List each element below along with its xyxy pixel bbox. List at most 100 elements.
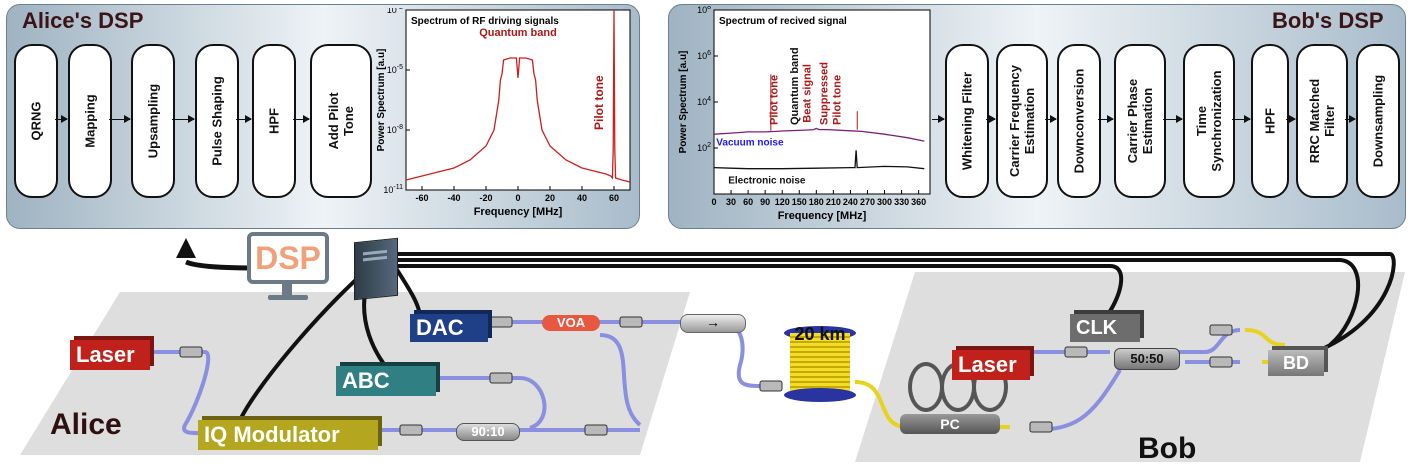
annotation-vacuum-noise: Vacuum noise [716, 138, 784, 149]
bob-block-carrier-frequency-estimation: Carrier Frequency Estimation [996, 44, 1048, 198]
alice-dsp-title: Alice's DSP [22, 8, 144, 33]
bob-arrow [1163, 115, 1183, 123]
bob-arrow [1286, 115, 1296, 123]
x-tick-label: 150 [792, 197, 807, 207]
annotation-pilot-tone: Pilot tone [769, 75, 781, 125]
y-tick-label: 10-11 [383, 184, 403, 195]
bob-block-whitening-filter: Whitening Filter [945, 44, 989, 198]
y-axis-label: Power Spectrum [a.u] [376, 49, 387, 152]
alice-block-pulse-shaping: Pulse Shaping [195, 44, 239, 198]
x-tick-label: 20 [545, 193, 555, 203]
dsp-monitor-stand [282, 284, 292, 296]
bob-block-label: Downconversion [1071, 68, 1087, 174]
x-tick-label: -60 [415, 193, 428, 203]
alice-arrow [293, 115, 310, 123]
alice-block-mapping: Mapping [68, 44, 112, 198]
plot-area [713, 9, 931, 195]
bob-arrow [932, 115, 945, 123]
bob-block-carrier-phase-estimation: Carrier Phase Estimation [1114, 44, 1166, 198]
alice-arrow [109, 115, 131, 123]
x-axis-label: Frequency [MHz] [474, 206, 563, 218]
x-tick-label: 0 [515, 193, 520, 203]
bob-block-downconversion: Downconversion [1057, 44, 1101, 198]
alice-arrow [236, 115, 252, 123]
alice-block-upsampling: Upsampling [131, 44, 175, 198]
annotation-suppressed-pilot-tone: SuppressedPilot tone [819, 62, 844, 125]
bob-arrow [1345, 115, 1356, 123]
y-tick-label: 102 [697, 142, 711, 153]
alice-block-label: QRNG [28, 101, 44, 141]
bob-label: Bob [1138, 432, 1197, 465]
bob-block-time-synchronization: Time Synchronization [1183, 44, 1235, 198]
bob-block-label: RRC Matched Filter [1307, 78, 1337, 164]
dsp-arrow-head [176, 238, 196, 258]
annotation-quantum-band: Quantum band [479, 27, 557, 39]
y-tick-label: 104 [697, 96, 711, 107]
chart-title: Spectrum of RF driving signals [411, 16, 559, 27]
bob-block-label: Time Synchronization [1194, 70, 1224, 172]
bob-block-label: HPF [1262, 108, 1278, 134]
x-tick-label: 30 [726, 197, 736, 207]
x-tick-label: 240 [843, 197, 858, 207]
alice-block-add-pilot-tone: Add Pilot Tone [310, 44, 372, 198]
series-line-0 [405, 9, 631, 183]
alice-block-qrng: QRNG [14, 44, 58, 198]
bob-spectrum-chart: 0 30 60 90 120 150 180 210 240 270 300 330 360 102 104… [678, 6, 931, 222]
fiber-length-label: 20 km [794, 324, 846, 344]
bob-block-downsampling: Downsampling [1356, 44, 1400, 198]
bob-block-label: Carrier Phase Estimation [1125, 78, 1155, 164]
x-tick-label: 120 [775, 197, 790, 207]
dsp-monitor: DSP [247, 232, 329, 284]
bob-arrow [1098, 115, 1114, 123]
voa-attenuator: VOA [542, 315, 600, 331]
x-tick-label: 40 [577, 193, 587, 203]
coupler-50-50: 50:50 [1114, 348, 1180, 370]
polarization-controller: PC [900, 414, 1000, 434]
series-line-1 [713, 150, 925, 170]
dsp-monitor-base [268, 295, 308, 300]
series-line-0 [713, 127, 925, 142]
y-axis-label: Power Spectrum [a.u] [678, 51, 689, 154]
annotation-electronic-noise: Electronic noise [728, 176, 806, 187]
y-tick-label: 10-5 [387, 64, 403, 75]
bob-block-label: Carrier Frequency Estimation [1007, 65, 1037, 177]
x-tick-label: 180 [809, 197, 824, 207]
x-tick-label: 330 [894, 197, 909, 207]
abc-module: ABC [336, 366, 436, 396]
bob-block-label: Downsampling [1370, 74, 1386, 168]
bob-arrow [1232, 115, 1251, 123]
plot-area [405, 9, 631, 191]
isolator: → [680, 314, 746, 333]
alice-block-label: Upsampling [145, 83, 161, 159]
x-tick-label: 210 [826, 197, 841, 207]
bob-arrow [986, 115, 996, 123]
alice-spectrum-chart: -60 -40 -20 0 20 40 60 10-2 10-5 10-8 10-11 Spectru… [376, 8, 631, 218]
iq-modulator: IQ Modulator [198, 420, 378, 450]
alice-block-hpf: HPF [252, 44, 296, 198]
fiber-spool [784, 326, 856, 402]
x-tick-label: -20 [479, 193, 492, 203]
y-tick-label: 106 [697, 50, 711, 61]
alice-block-label: Add Pilot Tone [326, 92, 356, 150]
y-tick-label: 10-2 [387, 8, 403, 15]
x-tick-label: 0 [711, 197, 716, 207]
annotation-quantum-band: Quantum band [789, 47, 801, 125]
alice-arrow [55, 115, 68, 123]
computer-tower [354, 237, 398, 301]
x-tick-label: 270 [860, 197, 875, 207]
bob-dsp-title: Bob's DSP [1272, 8, 1384, 33]
bob-arrow [1045, 115, 1057, 123]
dsp-monitor-label: DSP [255, 240, 321, 276]
x-tick-label: 90 [760, 197, 770, 207]
bob-block-hpf: HPF [1251, 44, 1289, 198]
clk-module: CLK [1070, 314, 1140, 342]
coupler-90-10: 90:10 [456, 423, 520, 441]
y-tick-label: 10-8 [387, 124, 403, 135]
bob-laser: Laser [952, 350, 1030, 380]
alice-block-label: Mapping [82, 94, 98, 148]
x-tick-label: 360 [911, 197, 926, 207]
annotation-beat-signal: Beat signal [802, 64, 814, 123]
alice-block-label: Pulse Shaping [209, 76, 225, 166]
x-tick-label: 60 [743, 197, 753, 207]
fiber-connectors [179, 316, 1233, 436]
